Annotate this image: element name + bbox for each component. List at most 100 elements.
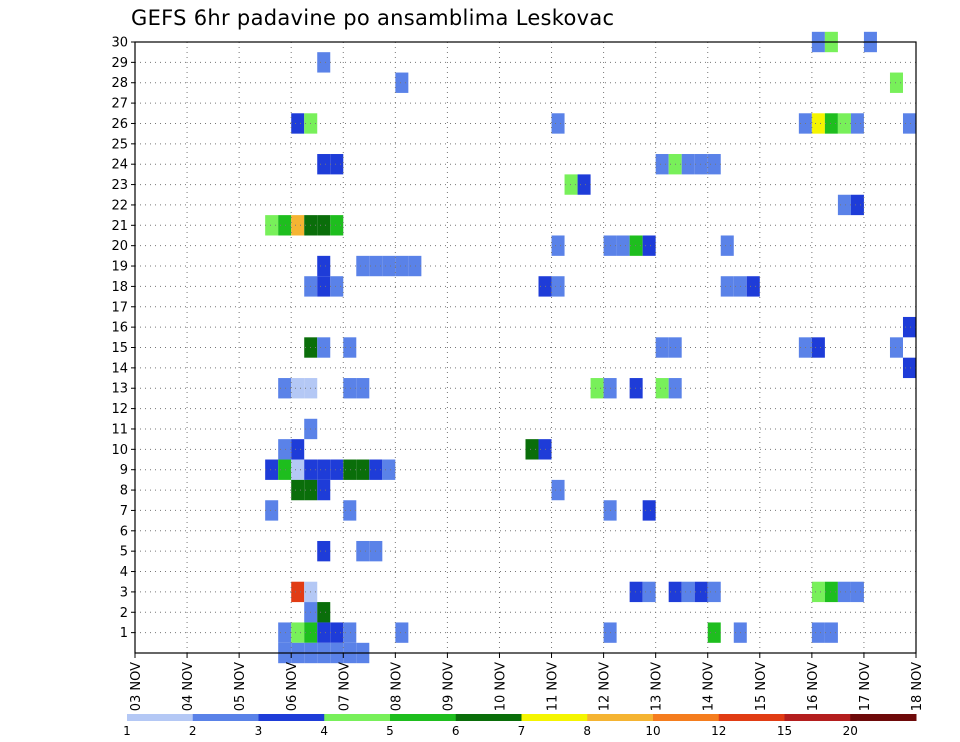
x-tick-label: 12 NOV — [598, 662, 613, 711]
heatmap-cell — [356, 540, 370, 562]
colorbar-swatch — [390, 714, 457, 721]
axes: 1234567891011121314151617181920212223242… — [111, 36, 925, 712]
heatmap-cell — [681, 581, 695, 603]
colorbar-label: 12 — [711, 724, 726, 738]
colorbar-label: 3 — [255, 724, 263, 738]
colorbar-label: 10 — [645, 724, 660, 738]
x-tick-label: 03 NOV — [129, 662, 144, 711]
x-tick-label: 16 NOV — [806, 662, 821, 711]
heatmap-cell — [837, 113, 851, 134]
heatmap-cell — [330, 459, 344, 480]
colorbar-legend: 1 2 3 4 5 6 7 8 10 12 15 20 — [123, 714, 917, 738]
heatmap-cell — [642, 235, 656, 256]
colorbar-swatch — [127, 714, 194, 721]
colorbar-label: 7 — [518, 724, 526, 738]
heatmap-cell — [291, 479, 305, 501]
heatmap-cell — [291, 622, 305, 643]
y-tick-label: 28 — [111, 76, 128, 91]
heatmap-cell — [356, 255, 370, 277]
heatmap-cell — [707, 581, 721, 603]
heatmap-cell — [629, 235, 643, 256]
heatmap-cell — [837, 581, 851, 603]
heatmap-cell — [655, 337, 669, 358]
heatmap-cell — [902, 316, 916, 338]
colorbar-swatch — [587, 714, 654, 721]
heatmap-cell — [382, 255, 396, 277]
y-tick-label: 3 — [120, 585, 128, 600]
heatmap-cell — [551, 113, 565, 134]
heatmap-cell — [824, 113, 838, 134]
x-tick-label: 13 NOV — [650, 662, 665, 711]
heatmap-cell — [811, 581, 825, 603]
heatmap-cell — [681, 154, 695, 175]
heatmap-cell — [707, 622, 721, 643]
heatmap-cell — [278, 439, 292, 460]
heatmap-cell — [291, 439, 305, 460]
heatmap-cell — [317, 479, 331, 501]
heatmap-cell — [629, 378, 643, 399]
colorbar-label: 4 — [320, 724, 328, 738]
heatmap-cell — [291, 459, 305, 480]
heatmap-cell — [343, 378, 357, 399]
heatmap-cell — [317, 52, 331, 73]
colorbar-label: 20 — [843, 724, 858, 738]
heatmap-cell — [889, 337, 903, 358]
y-tick-label: 14 — [111, 361, 128, 376]
y-tick-label: 30 — [111, 36, 128, 51]
y-tick-label: 18 — [111, 280, 128, 295]
y-tick-label: 20 — [111, 239, 128, 254]
y-tick-label: 9 — [120, 463, 128, 478]
y-tick-label: 25 — [111, 137, 128, 152]
heatmap-cell — [811, 622, 825, 643]
heatmap-cell — [395, 622, 409, 643]
chart-title: GEFS 6hr padavine po ansamblima Leskovac — [131, 6, 615, 30]
heatmap-cell — [382, 459, 396, 480]
heatmap-cell — [356, 459, 370, 480]
y-tick-label: 8 — [120, 484, 128, 499]
colorbar-swatch — [850, 714, 917, 721]
heatmap-cell — [265, 459, 279, 480]
x-tick-label: 05 NOV — [233, 662, 248, 711]
y-tick-label: 17 — [111, 300, 128, 315]
heatmap-cell — [694, 581, 708, 603]
heatmap-cell — [317, 337, 331, 358]
colorbar-swatch — [521, 714, 588, 721]
heatmap-cell — [317, 602, 331, 623]
y-tick-label: 24 — [111, 158, 128, 173]
heatmap-cell — [330, 276, 344, 297]
heatmap-cell — [291, 581, 305, 603]
y-tick-label: 6 — [120, 524, 128, 539]
x-tick-label: 07 NOV — [337, 662, 352, 711]
heatmap-cell — [824, 581, 838, 603]
colorbar-label: 6 — [452, 724, 460, 738]
heatmap-cell — [642, 581, 656, 603]
x-tick-label: 06 NOV — [285, 662, 300, 711]
y-tick-label: 12 — [111, 402, 128, 417]
heatmap-cell — [356, 378, 370, 399]
y-tick-label: 10 — [111, 443, 128, 458]
heatmap-cell — [317, 276, 331, 297]
x-tick-label: 14 NOV — [702, 662, 717, 711]
colorbar-swatch — [192, 714, 259, 721]
heatmap-cell — [343, 622, 357, 643]
heatmap-cell — [330, 622, 344, 643]
colorbar-swatch — [258, 714, 325, 721]
heatmap-cell — [811, 113, 825, 134]
heatmap-cell — [395, 72, 409, 93]
heatmap-cell — [395, 255, 409, 277]
heatmap-cell — [850, 194, 864, 216]
heatmap-cell — [902, 357, 916, 379]
heatmap-cell — [317, 215, 331, 236]
heatmap-cell — [278, 378, 292, 399]
heatmap-cell — [343, 459, 357, 480]
y-tick-label: 26 — [111, 117, 128, 132]
x-tick-label: 17 NOV — [858, 662, 873, 711]
heatmap-cell — [330, 215, 344, 236]
heatmap-cell — [837, 194, 851, 216]
y-tick-label: 15 — [111, 341, 128, 356]
colorbar-swatch — [455, 714, 522, 721]
y-tick-label: 21 — [111, 219, 128, 234]
y-tick-label: 23 — [111, 178, 128, 193]
heatmap-cell — [278, 459, 292, 480]
